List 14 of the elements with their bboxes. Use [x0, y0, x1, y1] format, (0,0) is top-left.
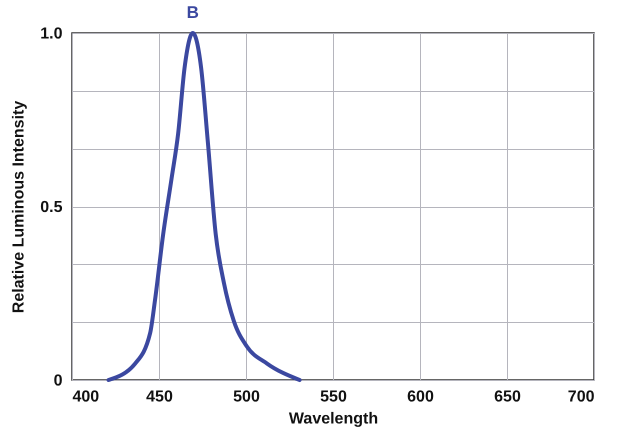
x-tick-label: 650: [494, 388, 521, 406]
y-axis-title: Relative Luminous Intensity: [10, 100, 28, 314]
x-tick-label: 450: [146, 388, 173, 406]
line-series: [106, 31, 302, 382]
y-tick-label: 0: [54, 372, 63, 390]
x-tick-label: 400: [72, 388, 100, 406]
y-tick-label: 1.0: [40, 26, 63, 42]
x-tick-label: 600: [407, 388, 434, 406]
series-label: B: [186, 3, 199, 22]
x-tick-label: 550: [320, 388, 347, 406]
x-tick-label: 500: [233, 388, 260, 406]
x-tick-label: 700: [568, 388, 595, 406]
x-axis-title: Wavelength: [288, 410, 378, 428]
y-tick-label: 0.5: [40, 199, 63, 216]
